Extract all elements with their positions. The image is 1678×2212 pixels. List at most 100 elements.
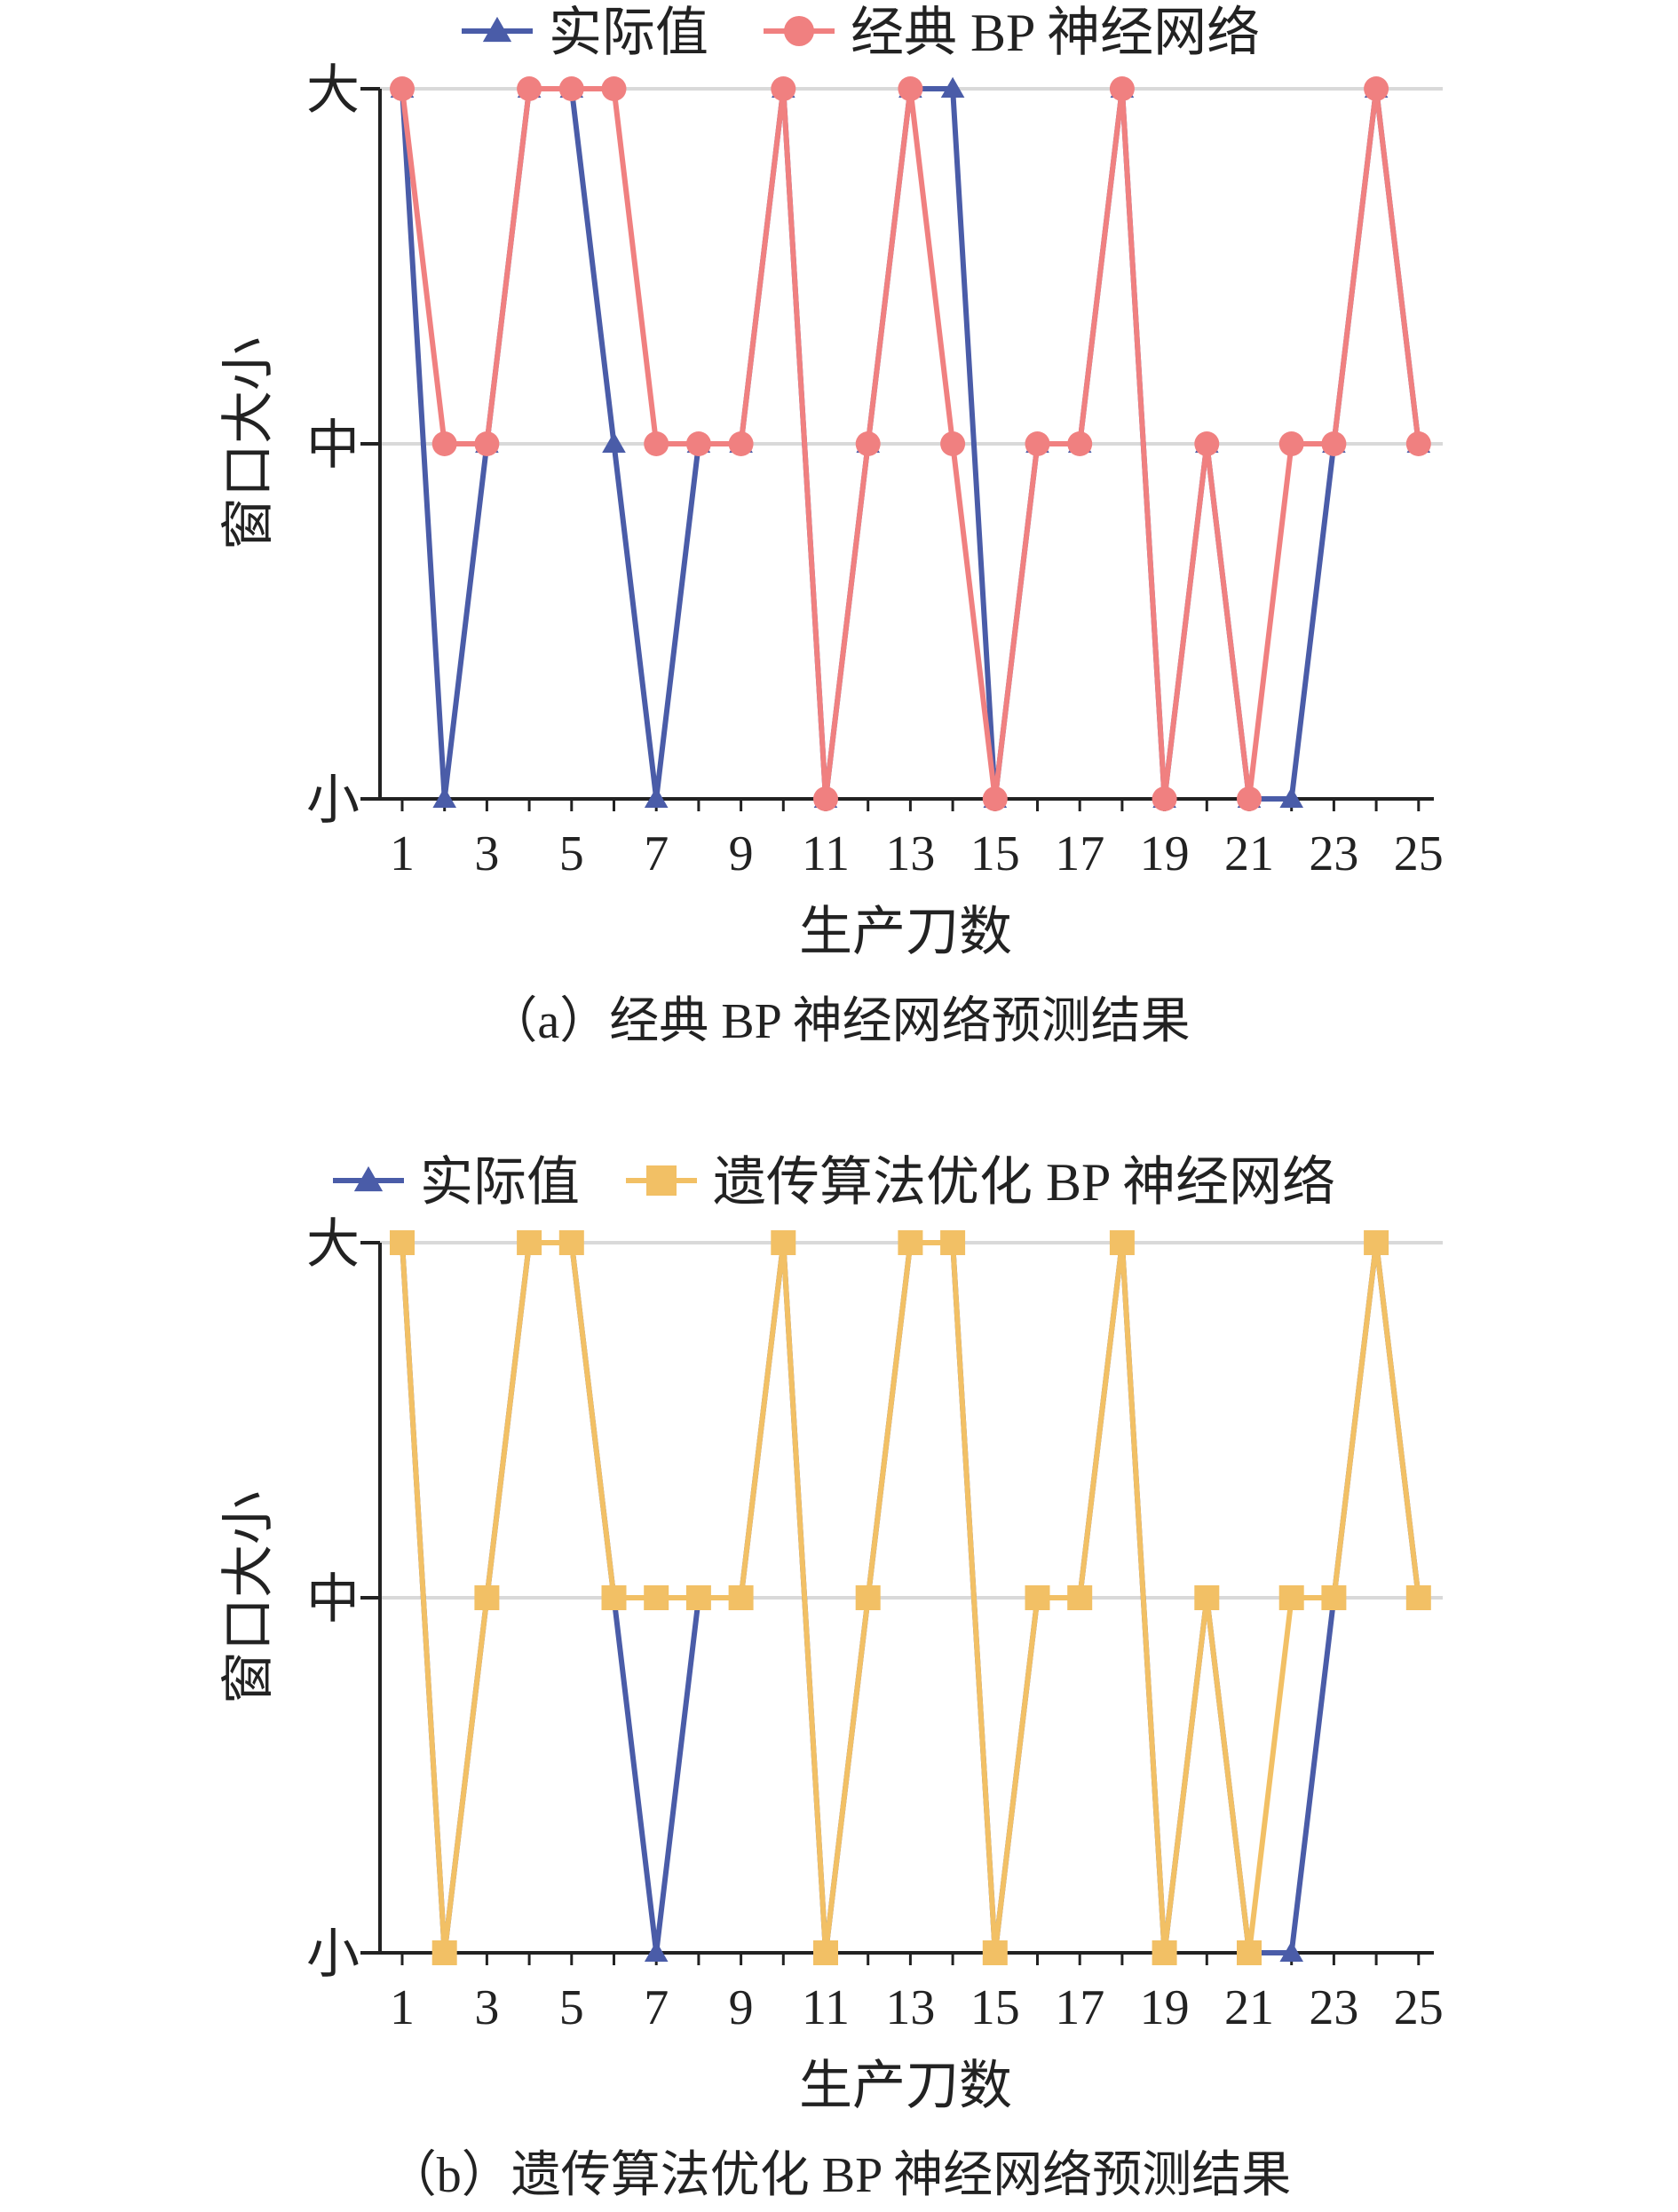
data-point — [771, 1230, 796, 1255]
data-point — [982, 786, 1008, 811]
data-point — [431, 1940, 457, 1965]
data-point — [1279, 786, 1303, 808]
data-point — [1278, 431, 1304, 456]
data-point — [1109, 76, 1135, 101]
data-point — [771, 76, 796, 101]
legend-marker — [646, 1165, 677, 1196]
legend-label: 实际值 — [420, 1153, 580, 1212]
data-point — [602, 431, 626, 453]
x-tick-label: 23 — [1309, 826, 1358, 881]
chart-legend: 实际值 遗传算法优化 BP 神经网络 — [333, 1153, 1335, 1212]
data-point — [1025, 1585, 1050, 1610]
x-tick-label: 3 — [474, 1980, 499, 2035]
x-tick-label: 13 — [885, 1980, 935, 2035]
y-tick-label: 小 — [306, 1925, 360, 1984]
data-point — [728, 1585, 754, 1610]
data-point — [1405, 1585, 1431, 1610]
data-point — [940, 76, 965, 98]
y-tick-label: 小 — [306, 771, 360, 830]
data-point — [728, 431, 754, 456]
y-tick-label: 中 — [306, 1570, 360, 1629]
data-point — [644, 1940, 669, 1962]
x-tick-label: 17 — [1055, 1980, 1104, 2035]
x-tick-label: 25 — [1394, 826, 1444, 881]
data-point — [813, 1940, 838, 1965]
data-point — [517, 76, 542, 101]
data-point — [855, 431, 881, 456]
x-tick-label: 5 — [559, 826, 584, 881]
data-point — [644, 431, 669, 456]
data-point — [982, 1940, 1008, 1965]
data-point — [517, 1230, 542, 1255]
data-point — [644, 786, 669, 808]
data-point — [1067, 1585, 1093, 1610]
x-tick-label: 15 — [970, 1980, 1020, 2035]
series-markers — [390, 76, 1431, 811]
data-point — [1321, 1585, 1347, 1610]
x-tick-label: 13 — [885, 826, 935, 881]
data-point — [1194, 1585, 1220, 1610]
x-axis-label: 生产刀数 — [799, 2057, 1012, 2115]
y-tick-label: 大 — [306, 61, 360, 120]
data-point — [940, 1230, 966, 1255]
x-tick-label: 7 — [644, 826, 669, 881]
legend-marker — [482, 16, 512, 43]
grid-lines — [380, 87, 1443, 446]
data-point — [898, 1230, 923, 1255]
data-point — [685, 1585, 711, 1610]
x-tick-label: 19 — [1140, 1980, 1190, 2035]
data-point — [1067, 431, 1093, 456]
legend-label: 遗传算法优化 BP 神经网络 — [713, 1153, 1335, 1212]
data-point — [1194, 431, 1220, 456]
x-tick-label: 21 — [1224, 1980, 1274, 2035]
x-tick-label: 23 — [1309, 1980, 1358, 2035]
data-point — [1321, 431, 1347, 456]
x-tick-label: 9 — [729, 1980, 754, 2035]
grid-lines — [380, 1241, 1443, 1600]
data-point — [1364, 1230, 1389, 1255]
data-point — [644, 1585, 669, 1610]
y-tick-label: 中 — [306, 416, 360, 475]
x-tick-label: 7 — [644, 1980, 669, 2035]
x-tick-label: 1 — [390, 1980, 415, 2035]
x-tick-label: 21 — [1224, 826, 1274, 881]
x-tick-label: 9 — [729, 826, 754, 881]
data-point — [558, 1230, 584, 1255]
x-tick-label: 5 — [559, 1980, 584, 2035]
data-point — [855, 1585, 881, 1610]
data-point — [474, 431, 500, 456]
x-tick-label: 11 — [802, 826, 850, 881]
data-point — [898, 76, 923, 101]
chart-legend: 实际值 经典 BP 神经网络 — [462, 4, 1260, 62]
data-point — [1279, 1940, 1303, 1962]
data-point — [431, 431, 457, 456]
y-axis-label: 窗口大小 — [219, 337, 278, 550]
x-tick-label: 17 — [1055, 826, 1104, 881]
legend-label: 经典 BP 神经网络 — [851, 4, 1260, 62]
x-axis-label: 生产刀数 — [799, 903, 1012, 961]
data-point — [1237, 786, 1262, 811]
data-point — [474, 1585, 500, 1610]
x-tick-label: 25 — [1394, 1980, 1444, 2035]
y-tick-label: 大 — [306, 1215, 360, 1274]
x-tick-label: 15 — [970, 826, 1020, 881]
data-point — [1364, 76, 1389, 101]
series-markers — [390, 1230, 1431, 1965]
data-point — [432, 786, 456, 808]
x-tick-label: 11 — [802, 1980, 850, 2035]
data-point — [940, 431, 966, 456]
data-point — [813, 786, 838, 811]
legend-marker — [784, 16, 814, 46]
x-tick-label: 1 — [390, 826, 415, 881]
data-point — [601, 1585, 627, 1610]
data-point — [601, 76, 627, 101]
data-point — [685, 431, 711, 456]
data-point — [558, 76, 584, 101]
data-point — [1405, 431, 1431, 456]
data-point — [390, 1230, 415, 1255]
legend-label: 实际值 — [549, 4, 708, 62]
